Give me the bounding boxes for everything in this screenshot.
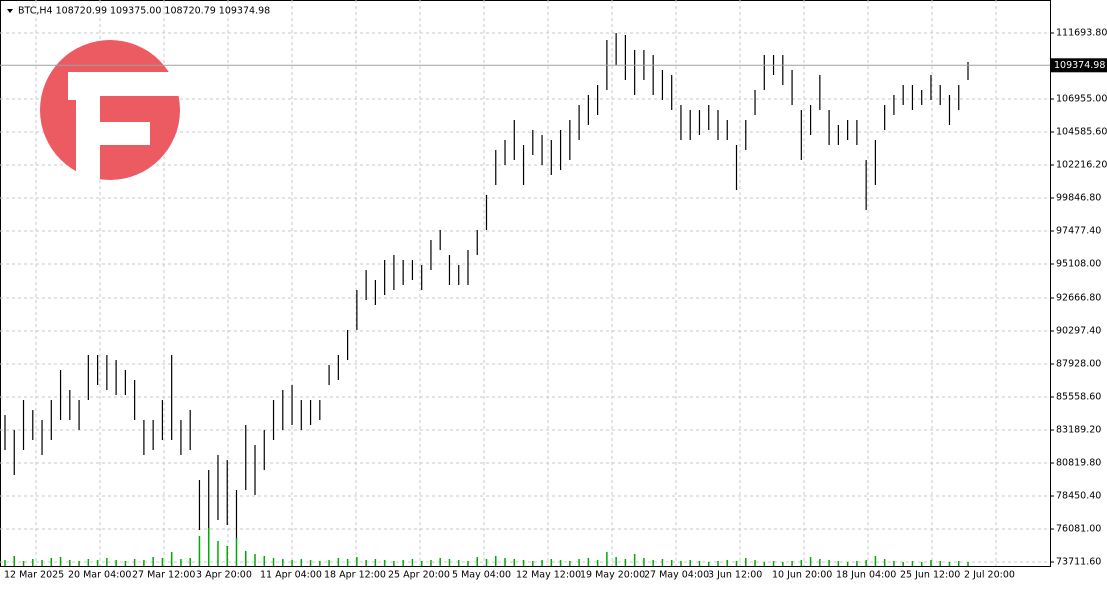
logo-mark-bar [100,122,150,145]
y-tick-label: 90297.40 [1056,326,1101,337]
y-tick-label: 97477.40 [1056,226,1101,237]
x-tick-label: 5 May 04:00 [452,570,511,581]
x-tick-label: 11 Apr 04:00 [260,570,322,581]
x-tick-label: 2 Jul 20:00 [964,570,1015,581]
y-tick-label: 73711.60 [1056,557,1101,568]
menu-arrow[interactable] [7,9,13,13]
logo [40,40,180,180]
y-tick-label: 106955.00 [1056,94,1107,105]
x-tick-label: 3 Apr 20:00 [196,570,252,581]
y-tick-label: 80819.80 [1056,458,1101,469]
chart-title: BTC,H4 108720.99 109375.00 108720.79 109… [18,6,270,17]
x-tick-label: 18 Jun 04:00 [836,570,896,581]
y-tick-label: 111693.80 [1056,27,1107,38]
current-price-box [1051,58,1107,73]
y-tick-label: 99846.80 [1056,193,1101,204]
x-tick-label: 12 Mar 2025 [4,570,64,581]
y-tick-label: 76081.00 [1056,524,1101,535]
x-tick-label: 27 Mar 12:00 [132,570,195,581]
y-tick-label: 85558.60 [1056,392,1101,403]
logo-mark [68,72,180,180]
current-price-label: 109374.98 [1054,60,1105,71]
logo-circle [40,40,180,180]
x-tick-label: 25 Apr 20:00 [388,570,450,581]
y-tick-label: 83189.20 [1056,425,1101,436]
y-tick-label: 104585.60 [1056,127,1107,138]
x-tick-label: 19 May 20:00 [580,570,645,581]
x-tick-label: 18 Apr 12:00 [324,570,386,581]
grid [0,0,1050,566]
y-tick-label: 92666.80 [1056,293,1101,304]
y-tick-label: 102216.20 [1056,160,1107,171]
x-tick-label: 10 Jun 20:00 [772,570,832,581]
x-tick-label: 12 May 12:00 [516,570,581,581]
y-tick-label: 95108.00 [1056,259,1101,270]
y-tick-label: 78450.40 [1056,491,1101,502]
y-tick-label: 87928.00 [1056,359,1101,370]
marks [4,32,969,566]
x-tick-label: 20 Mar 04:00 [68,570,131,581]
x-tick-label: 3 Jun 12:00 [708,570,762,581]
x-tick-label: 27 May 04:00 [644,570,709,581]
x-tick-label: 25 Jun 12:00 [900,570,960,581]
